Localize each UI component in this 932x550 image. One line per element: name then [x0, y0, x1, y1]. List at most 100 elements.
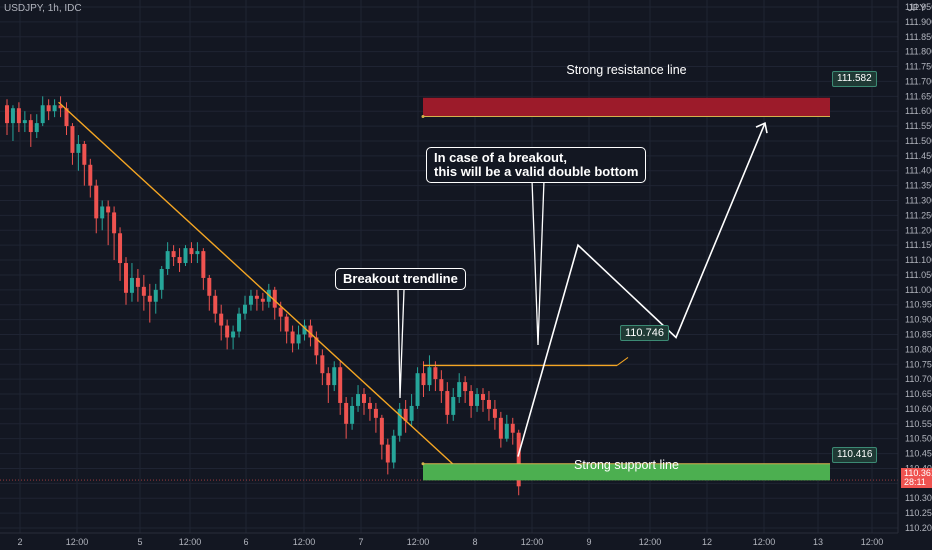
x-tick-label: 12:00: [179, 537, 202, 547]
candle-body: [34, 123, 39, 133]
y-tick-label: 111.050: [905, 270, 932, 280]
y-tick-label: 111.100: [905, 255, 932, 265]
y-tick-label: 110.700: [905, 374, 932, 384]
double-bottom-line-2: this will be a valid double bottom: [434, 164, 639, 179]
candle-body: [498, 417, 503, 439]
candle-body: [510, 423, 515, 433]
candle-body: [243, 304, 247, 314]
y-tick-label: 111.700: [905, 76, 932, 86]
candle-body: [207, 277, 212, 296]
x-tick-label: 12: [702, 537, 712, 547]
y-tick-label: 111.950: [905, 2, 932, 12]
candle-body: [427, 367, 432, 386]
candle-body: [481, 394, 485, 400]
candle-body: [457, 382, 462, 398]
candle-body: [165, 251, 170, 269]
candle-body: [272, 289, 277, 308]
candle-body: [147, 295, 152, 302]
x-tick-label: 12:00: [639, 537, 662, 547]
candle-body: [326, 373, 331, 386]
double-bottom-callout: In case of a breakout, this will be a va…: [426, 147, 647, 183]
projection-arrowhead: [755, 121, 768, 134]
candle-body: [64, 108, 69, 127]
candle-body: [52, 105, 57, 112]
candle-body: [118, 233, 123, 264]
y-tick-label: 111.000: [905, 285, 932, 295]
candle-body: [46, 105, 51, 112]
candle-body: [213, 295, 218, 314]
candle-body: [183, 248, 188, 264]
x-tick-label: 6: [243, 537, 248, 547]
candle-body: [195, 251, 200, 255]
y-tick-label: 111.350: [905, 181, 932, 191]
candle-body: [433, 367, 438, 380]
candle-body: [409, 405, 414, 421]
candle-body: [231, 331, 236, 338]
candle-body: [254, 295, 259, 299]
y-tick-label: 111.500: [905, 136, 932, 146]
y-tick-label: 110.250: [905, 508, 932, 518]
candle-body: [219, 313, 224, 326]
support-band: [423, 463, 830, 481]
support-anchor: [421, 462, 425, 466]
y-tick-label: 111.600: [905, 106, 932, 116]
y-tick-label: 110.450: [905, 449, 932, 459]
current-price-value: 110.361: [904, 468, 932, 478]
x-tick-label: 12:00: [407, 537, 430, 547]
projection-path: [517, 122, 766, 457]
candle-body: [76, 143, 81, 153]
candle-body: [391, 435, 396, 463]
currency-label: JPY: [907, 3, 926, 14]
candle-body: [100, 206, 105, 219]
current-price-tag: 110.361 28:11: [901, 468, 932, 488]
candle-body: [278, 307, 283, 317]
y-tick-label: 111.150: [905, 240, 932, 250]
candle-body: [260, 298, 265, 302]
candle-body: [308, 325, 313, 338]
candle-body: [362, 394, 366, 403]
candle-body: [290, 331, 295, 344]
y-tick-label: 110.550: [905, 419, 932, 429]
candle-body: [504, 423, 509, 439]
candle-body: [367, 402, 372, 409]
y-tick-label: 110.850: [905, 329, 932, 339]
candle-body: [22, 120, 27, 124]
candle-body: [302, 325, 307, 335]
candle-body: [486, 399, 491, 409]
candle-body: [129, 277, 134, 293]
y-tick-label: 111.400: [905, 166, 932, 176]
y-tick-label: 110.900: [905, 315, 932, 325]
candle-body: [70, 126, 75, 153]
candle-body: [5, 105, 9, 124]
y-tick-label: 111.450: [905, 151, 932, 161]
candle-body: [94, 185, 99, 219]
candle-body: [439, 379, 444, 392]
resistance-anchor: [421, 115, 425, 119]
support-price-tag: 110.416: [832, 447, 878, 463]
candle-body: [58, 105, 63, 109]
x-tick-label: 12:00: [861, 537, 884, 547]
y-tick-label: 110.200: [905, 523, 932, 533]
breakout-tag-connector: [616, 357, 629, 366]
candle-body: [82, 143, 87, 165]
y-tick-label: 110.650: [905, 389, 932, 399]
candle-body: [451, 397, 456, 415]
x-tick-label: 7: [358, 537, 363, 547]
candle-body: [344, 402, 349, 424]
symbol-title: USDJPY, 1h, IDC: [4, 3, 82, 14]
candle-body: [237, 313, 242, 332]
x-tick-label: 12:00: [66, 537, 89, 547]
candle-body: [171, 251, 176, 258]
breakout-callout-pointer: [397, 289, 405, 399]
candle-body: [445, 391, 450, 415]
candle-body: [516, 432, 521, 487]
resistance-label: Strong resistance line: [566, 63, 687, 77]
y-tick-label: 111.200: [905, 225, 932, 235]
drawings: [0, 97, 898, 481]
candle-body: [463, 382, 468, 392]
x-tick-label: 12:00: [293, 537, 316, 547]
y-tick-label: 111.300: [905, 196, 932, 206]
candle-body: [415, 373, 420, 406]
candle-body: [201, 251, 206, 278]
